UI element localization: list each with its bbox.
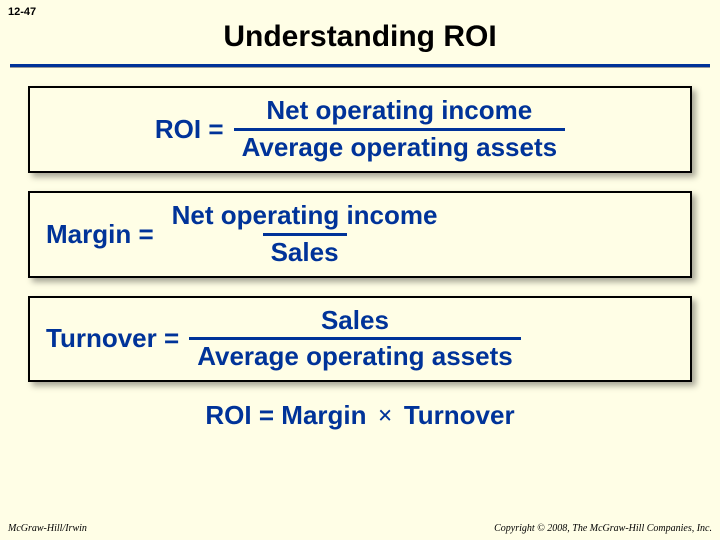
roi-lhs: ROI = — [155, 114, 224, 145]
roi-denominator: Average operating assets — [234, 128, 566, 163]
final-rhs-right: Turnover — [404, 400, 515, 430]
margin-lhs: Margin = — [46, 219, 154, 250]
margin-numerator: Net operating income — [164, 201, 446, 233]
footer-publisher: McGraw-Hill/Irwin — [8, 523, 87, 534]
turnover-lhs: Turnover = — [46, 323, 179, 354]
formula-box-margin: Margin = Net operating income Sales — [28, 191, 692, 278]
margin-lhs-text: Margin — [46, 219, 131, 249]
final-formula: ROI = Margin × Turnover — [0, 400, 720, 431]
slide-title: Understanding ROI — [0, 0, 720, 64]
formula-box-roi: ROI = Net operating income Average opera… — [28, 86, 692, 173]
slide-number: 12-47 — [8, 6, 36, 18]
turnover-numerator: Sales — [313, 306, 397, 338]
multiply-icon: × — [374, 401, 397, 430]
roi-fraction: Net operating income Average operating a… — [234, 96, 566, 163]
final-lhs-text: ROI — [205, 400, 251, 430]
turnover-lhs-text: Turnover — [46, 323, 157, 353]
final-lhs: ROI = — [205, 400, 274, 430]
roi-lhs-text: ROI — [155, 114, 201, 144]
margin-fraction: Net operating income Sales — [164, 201, 446, 268]
margin-denominator: Sales — [263, 233, 347, 268]
title-rule — [10, 64, 710, 68]
turnover-fraction: Sales Average operating assets — [189, 306, 521, 373]
footer-copyright: Copyright © 2008, The McGraw-Hill Compan… — [494, 523, 712, 534]
final-rhs-left: Margin — [281, 400, 366, 430]
formula-box-turnover: Turnover = Sales Average operating asset… — [28, 296, 692, 383]
turnover-denominator: Average operating assets — [189, 337, 521, 372]
roi-numerator: Net operating income — [258, 96, 540, 128]
